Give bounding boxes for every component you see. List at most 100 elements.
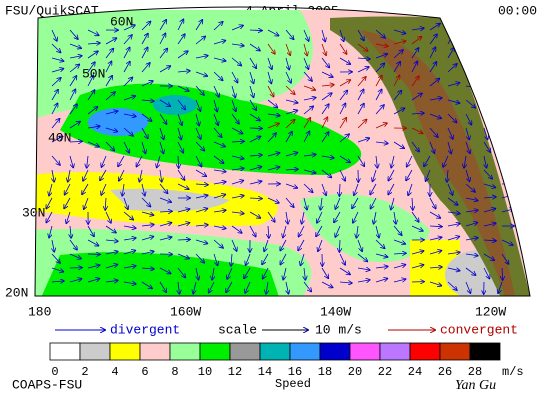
wind-vector bbox=[249, 113, 260, 121]
wind-vector bbox=[321, 43, 326, 55]
wind-vector bbox=[375, 29, 385, 38]
wind-vector bbox=[266, 281, 268, 294]
map bbox=[35, 10, 530, 296]
wind-vector bbox=[391, 197, 395, 210]
wind-vector bbox=[141, 63, 150, 73]
wind-vector bbox=[213, 71, 223, 80]
wind-vector bbox=[231, 127, 243, 134]
wind-vector bbox=[339, 267, 350, 275]
wind-vector bbox=[375, 76, 382, 87]
wind-vector bbox=[249, 85, 254, 97]
wind-vector bbox=[141, 100, 154, 101]
wind-vector bbox=[87, 155, 88, 168]
wind-vector bbox=[375, 89, 382, 101]
wind-vector bbox=[123, 250, 135, 255]
wind-vector bbox=[123, 35, 132, 45]
wind-vector bbox=[339, 90, 347, 101]
wind-vector bbox=[283, 267, 286, 280]
wind-vector bbox=[339, 183, 340, 196]
wind-vector bbox=[429, 141, 434, 153]
colorbar-tick: 12 bbox=[228, 365, 242, 379]
wind-vector bbox=[465, 19, 472, 31]
wind-vector bbox=[483, 253, 494, 260]
wind-vector bbox=[298, 239, 305, 250]
wind-vector bbox=[105, 38, 116, 45]
wind-vector bbox=[429, 113, 441, 118]
wind-vector bbox=[393, 41, 406, 45]
wind-vector bbox=[195, 141, 204, 151]
wind-vector bbox=[178, 155, 179, 168]
wind-vector bbox=[195, 71, 207, 76]
wind-vector bbox=[177, 19, 183, 31]
wind-vector bbox=[465, 49, 474, 59]
colorbar: 0 2 4 6 8 10 12 14 16 18 20 22 24 26 28 m/s bbox=[49, 342, 524, 379]
header-time: 00:00 bbox=[498, 3, 537, 18]
wind-vector bbox=[321, 29, 325, 42]
wind-vector bbox=[483, 141, 490, 152]
wind-vector bbox=[321, 104, 329, 115]
wind-vector bbox=[357, 29, 364, 40]
colorbar-tick: 20 bbox=[348, 365, 362, 379]
wind-vector bbox=[302, 211, 304, 224]
wind-vector bbox=[51, 69, 64, 73]
wind-vector bbox=[339, 169, 345, 181]
wind-vector bbox=[123, 226, 136, 228]
wind-vector bbox=[51, 103, 58, 115]
wind-vector bbox=[177, 141, 183, 153]
wind-vector bbox=[429, 197, 436, 209]
wind-vector bbox=[502, 267, 503, 280]
wind-vector bbox=[51, 57, 64, 61]
wind-vector bbox=[375, 63, 384, 73]
wind-vector bbox=[483, 209, 495, 213]
wind-vector bbox=[411, 141, 419, 152]
wind-vector bbox=[375, 225, 379, 238]
wind-vector bbox=[465, 127, 469, 140]
wind-vector bbox=[354, 183, 359, 195]
land-relief bbox=[360, 30, 515, 296]
wind-vector bbox=[213, 239, 223, 248]
wind-vector bbox=[447, 224, 460, 226]
wind-vector bbox=[195, 99, 200, 111]
lon-label: 180 bbox=[28, 304, 51, 319]
wind-vector bbox=[388, 169, 395, 181]
wind-vector bbox=[118, 155, 125, 166]
wind-vector bbox=[501, 20, 509, 31]
wind-vector bbox=[268, 225, 269, 238]
wind-vector bbox=[213, 170, 226, 172]
wind-vector bbox=[498, 281, 503, 293]
wind-vector bbox=[195, 20, 202, 31]
wind-vector bbox=[394, 211, 396, 224]
wind-vector bbox=[411, 225, 423, 231]
wind-vector bbox=[357, 67, 369, 73]
footer-signature: Yan Gu bbox=[455, 378, 496, 393]
wind-vector bbox=[357, 120, 367, 129]
wind-vector bbox=[87, 107, 98, 115]
colorbar-unit: m/s bbox=[502, 365, 524, 379]
wind-vector bbox=[335, 225, 341, 237]
wind-vector bbox=[447, 268, 460, 271]
wind-vector bbox=[87, 51, 98, 59]
wind-vector bbox=[213, 210, 226, 212]
wind-vector bbox=[501, 113, 505, 126]
wind-vector bbox=[123, 96, 135, 101]
wind-vector bbox=[483, 169, 492, 179]
wind-vector bbox=[51, 253, 60, 263]
wind-vector bbox=[501, 127, 508, 139]
wind-vector bbox=[87, 29, 99, 35]
wind-vector bbox=[285, 85, 295, 94]
wind-vector bbox=[231, 71, 238, 83]
legend-convergent: convergent bbox=[440, 322, 518, 337]
wind-vector bbox=[101, 155, 107, 167]
wind-vector bbox=[69, 89, 75, 101]
wind-vector bbox=[393, 141, 404, 148]
wind-vector bbox=[357, 89, 364, 101]
wind-vector bbox=[213, 182, 226, 184]
wind-vector bbox=[501, 141, 512, 149]
wind-vector bbox=[285, 57, 289, 70]
wind-vector bbox=[429, 62, 436, 73]
wind-vector bbox=[267, 197, 279, 203]
wind-vector bbox=[177, 169, 185, 180]
wind-vector bbox=[411, 61, 417, 73]
wind-vector bbox=[213, 226, 226, 228]
